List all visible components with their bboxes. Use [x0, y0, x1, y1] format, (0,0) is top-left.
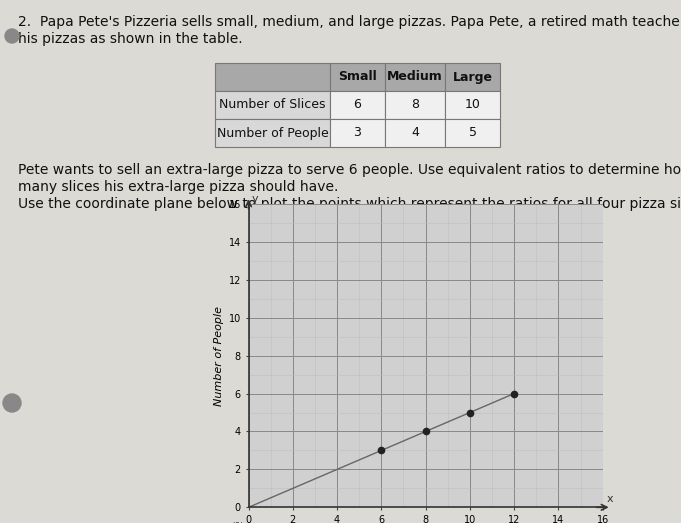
Bar — [330, 91, 385, 119]
Text: 2.  Papa Pete's Pizzeria sells small, medium, and large pizzas. Papa Pete, a ret: 2. Papa Pete's Pizzeria sells small, med… — [18, 15, 681, 29]
Text: 4: 4 — [411, 127, 419, 140]
Bar — [445, 63, 500, 91]
Text: his pizzas as shown in the table.: his pizzas as shown in the table. — [18, 32, 242, 46]
Text: many slices his extra-large pizza should have.: many slices his extra-large pizza should… — [18, 180, 338, 194]
Text: Number of People: Number of People — [217, 127, 328, 140]
Bar — [385, 63, 445, 91]
Text: Number of Slices: Number of Slices — [219, 98, 326, 111]
Text: Small: Small — [338, 71, 377, 84]
Circle shape — [3, 394, 21, 412]
Bar — [215, 63, 330, 91]
Bar — [215, 91, 330, 119]
Bar — [330, 119, 385, 147]
Bar — [215, 119, 330, 147]
Bar — [385, 91, 445, 119]
Text: 6: 6 — [353, 98, 362, 111]
Text: 3: 3 — [353, 127, 362, 140]
Bar — [445, 91, 500, 119]
Bar — [330, 63, 385, 91]
Text: x: x — [607, 494, 614, 505]
Text: 10: 10 — [464, 98, 480, 111]
Text: 5: 5 — [469, 127, 477, 140]
Text: Medium: Medium — [387, 71, 443, 84]
Text: Large: Large — [452, 71, 492, 84]
Text: (0): (0) — [231, 522, 244, 523]
Circle shape — [5, 29, 19, 43]
Text: Use the coordinate plane below to plot the points which represent the ratios for: Use the coordinate plane below to plot t… — [18, 197, 681, 211]
Text: 8: 8 — [411, 98, 419, 111]
Y-axis label: Number of People: Number of People — [215, 305, 224, 406]
Text: Pete wants to sell an extra-large pizza to serve 6 people. Use equivalent ratios: Pete wants to sell an extra-large pizza … — [18, 163, 681, 177]
Bar — [385, 119, 445, 147]
Text: y: y — [252, 194, 259, 204]
Bar — [445, 119, 500, 147]
